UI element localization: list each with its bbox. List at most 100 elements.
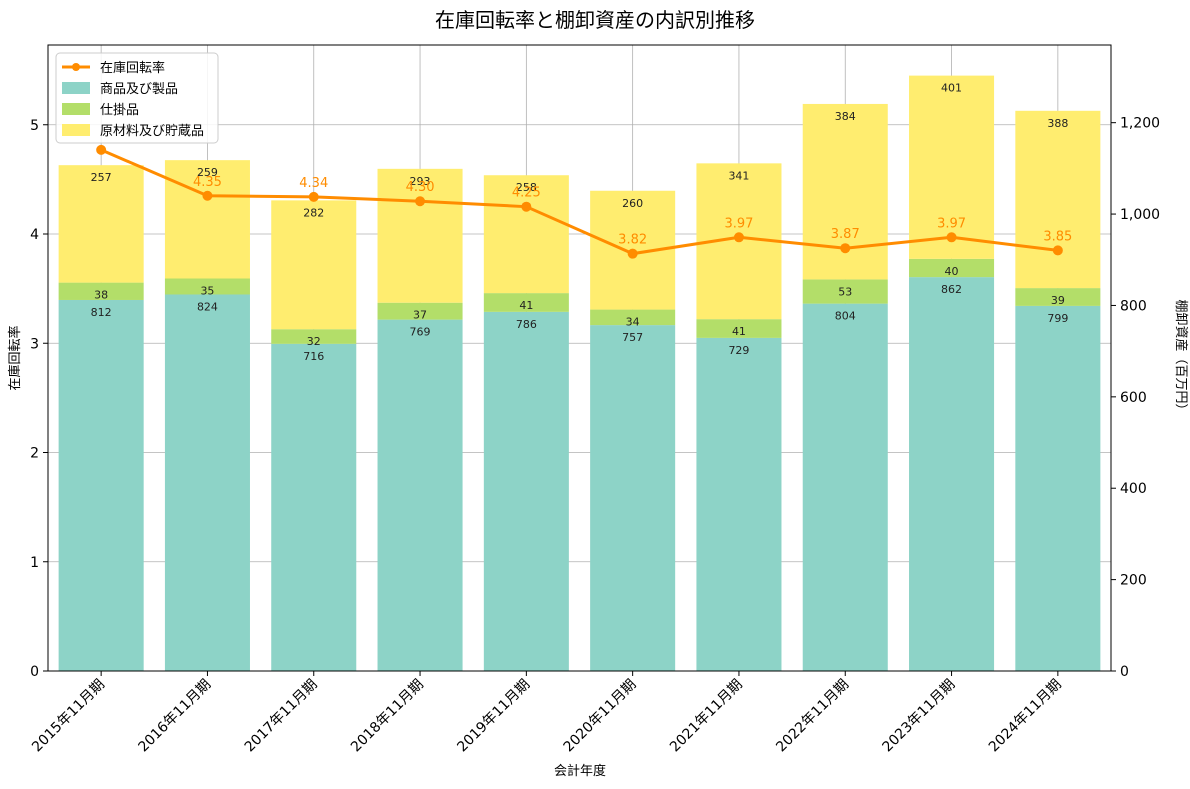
bar-segment [164,294,250,671]
y-right-tick-label: 1,000 [1120,207,1160,223]
y-right-tick-label: 1,200 [1120,116,1160,132]
turnover-point [415,196,426,207]
bar-data-label: 384 [835,110,856,123]
bar-segment [1015,110,1101,289]
bar-segment [58,282,144,300]
turnover-point [308,191,319,202]
x-tick-label: 2024年11月期 [986,677,1065,756]
bar-data-label: 32 [307,335,321,348]
bar-segment [271,200,357,330]
bar-segment [58,299,144,671]
legend-entry: 原材料及び貯蔵品 [100,124,204,139]
turnover-point [202,190,213,201]
bar-segment [483,311,569,671]
bar-data-label: 341 [728,169,749,182]
bar-data-label: 293 [410,175,431,188]
bar-data-label: 716 [303,350,324,363]
y-axis-right-label: 棚卸資産（百万円） [1173,299,1189,416]
y-left-tick-label: 4 [30,227,39,243]
bar-data-label: 799 [1047,312,1068,325]
bar-segment [909,75,995,259]
bar-data-label: 258 [516,181,537,194]
bar-data-label: 260 [622,197,643,210]
bar-data-label: 37 [413,309,427,322]
bar-segment [164,278,250,295]
y-left-tick-label: 5 [30,118,39,134]
x-tick-label: 2023年11月期 [880,677,959,756]
bar-data-label: 41 [519,299,533,312]
legend-entry: 仕掛品 [100,103,139,118]
legend-swatch [62,82,90,94]
bar-segment [483,293,569,312]
bar-segment [483,175,569,294]
turnover-data-label: 4.35 [193,175,222,190]
legend-box [55,52,219,144]
turnover-point [627,248,638,259]
bar-segment [909,277,995,671]
bar-data-label: 38 [94,289,108,302]
x-tick-label: 2020年11月期 [561,677,640,756]
bar-data-label: 862 [941,283,962,296]
bar-data-label: 34 [626,316,640,329]
turnover-data-label: 3.97 [724,216,753,231]
bar-data-label: 729 [728,344,749,357]
y-axis-left-label: 在庫回転率 [7,325,23,390]
bar-data-label: 257 [91,171,112,184]
bar-segment [271,343,357,671]
legend-swatch [62,103,90,115]
bar-data-label: 769 [410,326,431,339]
turnover-point [733,232,744,243]
turnover-point [946,232,957,243]
bar-segment [377,302,463,320]
bar-segment [1015,288,1101,306]
chart-title: 在庫回転率と棚卸資産の内訳別推移 [435,8,755,32]
turnover-data-label: 4.30 [406,180,435,195]
y-right-tick-label: 200 [1120,573,1147,589]
turnover-point [96,144,107,155]
bar-segment [696,337,782,671]
bar-data-label: 39 [1051,294,1065,307]
bar-data-label: 824 [197,300,218,313]
turnover-line-series: 4.35 4.34 4.30 4.25 3.82 3.97 3.87 3.97 3.85 [96,144,1072,259]
bar-data-label: 40 [945,265,959,278]
bar-segment [590,309,676,326]
x-tick-label: 2021年11月期 [667,677,746,756]
turnover-data-label: 4.34 [299,176,328,191]
y-right-tick-label: 600 [1120,390,1147,406]
x-tick-label: 2022年11月期 [773,677,852,756]
bar-segment [590,325,676,671]
bar-segment [802,303,888,671]
bars [58,75,1101,671]
bar-segment [696,319,782,338]
x-tick-label: 2016年11月期 [135,677,214,756]
bar-segment [909,258,995,278]
bar-data-label: 804 [835,310,856,323]
turnover-data-label: 3.97 [937,216,966,231]
bar-data-label: 53 [838,285,852,298]
bar-data-label: 259 [197,166,218,179]
x-axis-label: 会計年度 [554,763,606,779]
y-left-tick-label: 1 [30,555,39,571]
bar-data-label: 812 [91,306,112,319]
turnover-data-label: 4.25 [512,186,541,201]
turnover-point [1052,245,1063,256]
plot-frame [47,44,1112,672]
bar-data-label: 388 [1047,117,1068,130]
y-right-tick-label: 800 [1120,298,1147,314]
y-right-tick-label: 400 [1120,481,1147,497]
bar-data-label: 282 [303,206,324,219]
turnover-line [100,148,1059,256]
legend-entry: 商品及び製品 [100,82,178,97]
turnover-data-label: 3.82 [618,233,647,248]
bar-segment [802,279,888,304]
y-left-tick-label: 0 [30,664,39,680]
bar-segment [377,168,463,303]
bar-segment [377,319,463,671]
bar-data-label: 35 [200,284,214,297]
bar-data-label: 401 [941,82,962,95]
turnover-point [840,243,851,254]
legend-entry: 在庫回転率 [100,60,165,76]
turnover-data-label: 3.85 [1043,229,1072,244]
